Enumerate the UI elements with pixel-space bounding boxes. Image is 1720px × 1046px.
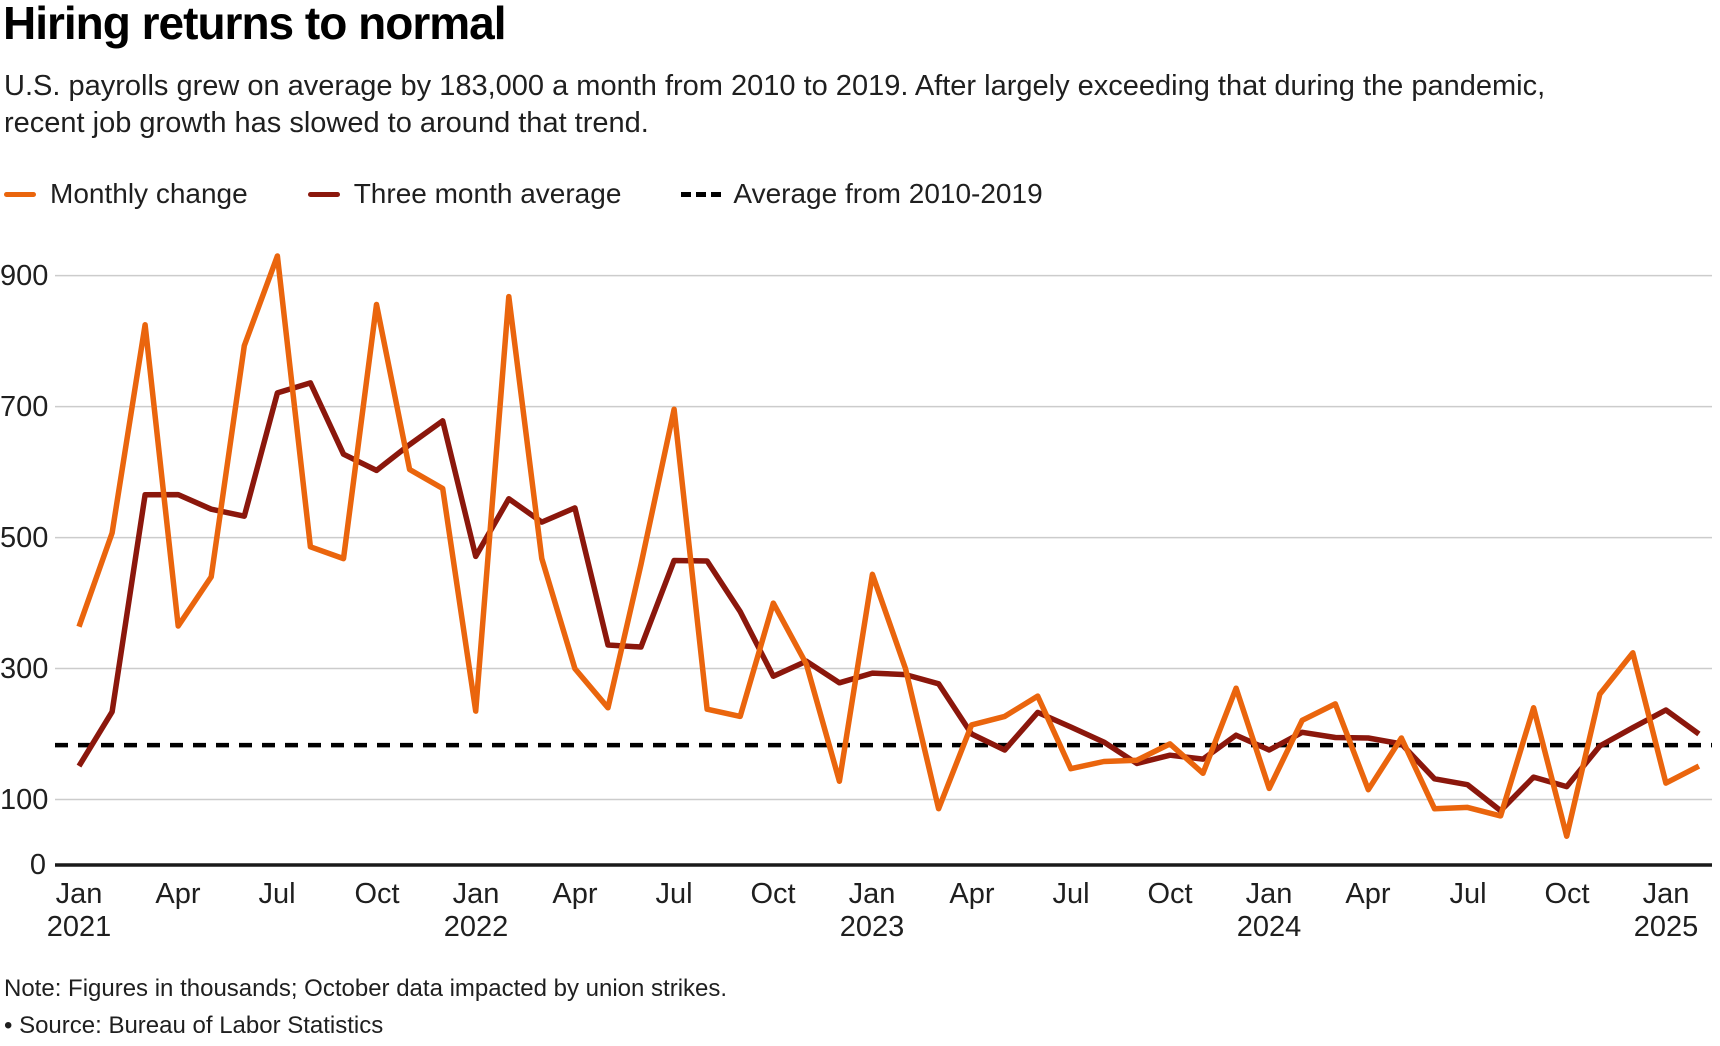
x-tick-Apr-m27: Apr bbox=[949, 878, 995, 910]
legend-item-monthly-change: Monthly change bbox=[4, 178, 248, 210]
legend-label: Average from 2010-2019 bbox=[733, 178, 1043, 209]
x-tick-Jan-2022: Jan bbox=[452, 878, 500, 910]
x-tick-Apr-m39: Apr bbox=[1345, 878, 1391, 910]
x-tick-Jul-m30: Jul bbox=[1052, 878, 1090, 910]
x-tick-Jan-2024: Jan bbox=[1245, 878, 1293, 910]
x-tick-Jul-m6: Jul bbox=[258, 878, 296, 910]
x-tick-year-2022: 2022 bbox=[443, 911, 509, 943]
chart-legend: Monthly change Three month average Avera… bbox=[4, 178, 1103, 210]
y-tick-500: 500 bbox=[0, 521, 49, 554]
x-tick-Oct-m9: Oct bbox=[354, 878, 400, 910]
x-tick-Jul-m18: Jul bbox=[655, 878, 693, 910]
dashed-line-swatch-icon bbox=[681, 191, 722, 197]
monthly-change-swatch-icon bbox=[4, 191, 36, 197]
y-tick-300: 300 bbox=[0, 652, 49, 685]
x-tick-year-2025: 2025 bbox=[1633, 911, 1699, 943]
x-tick-Apr-m15: Apr bbox=[552, 878, 598, 910]
x-tick-Oct-m21: Oct bbox=[750, 878, 796, 910]
x-tick-year-2021: 2021 bbox=[46, 911, 112, 943]
x-tick-Apr-m3: Apr bbox=[155, 878, 201, 910]
three-month-average-swatch-icon bbox=[307, 191, 340, 197]
legend-item-average-2010-2019: Average from 2010-2019 bbox=[681, 178, 1043, 210]
x-tick-Oct-m45: Oct bbox=[1544, 878, 1590, 910]
y-tick-100: 100 bbox=[0, 783, 49, 816]
x-tick-Oct-m33: Oct bbox=[1147, 878, 1193, 910]
x-tick-Jan-2021: Jan bbox=[55, 878, 103, 910]
monthly-change-line bbox=[76, 253, 1701, 839]
y-tick-900: 900 bbox=[0, 259, 49, 292]
chart-subtitle: U.S. payrolls grew on average by 183,000… bbox=[4, 70, 1546, 139]
x-tick-Jan-2023: Jan bbox=[848, 878, 896, 910]
x-tick-Jan-2025: Jan bbox=[1642, 878, 1690, 910]
three-month-average-line bbox=[76, 380, 1701, 814]
chart-note: Note: Figures in thousands; October data… bbox=[4, 975, 728, 1002]
line-chart-plot bbox=[55, 253, 1712, 867]
legend-label: Monthly change bbox=[50, 178, 248, 209]
legend-item-three-month-average: Three month average bbox=[307, 178, 622, 210]
x-tick-year-2023: 2023 bbox=[839, 911, 905, 943]
y-tick-0: 0 bbox=[29, 849, 46, 881]
x-tick-Jul-m42: Jul bbox=[1449, 878, 1487, 910]
y-tick-700: 700 bbox=[0, 390, 49, 423]
x-tick-year-2024: 2024 bbox=[1236, 911, 1302, 943]
chart-source: • Source: Bureau of Labor Statistics bbox=[4, 1012, 384, 1039]
legend-label: Three month average bbox=[353, 178, 622, 209]
page-title: Hiring returns to normal bbox=[3, 0, 506, 49]
